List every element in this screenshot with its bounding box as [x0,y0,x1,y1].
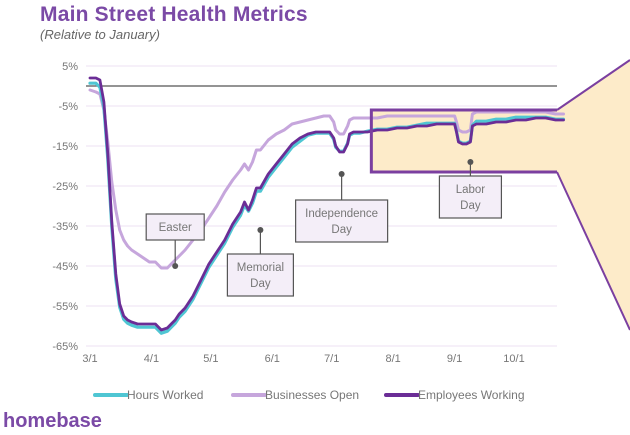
annotation-easter: Easter [145,213,205,269]
annotation-dot [257,227,264,233]
annotation-box [226,253,294,297]
y-tick-label: -15% [52,141,78,153]
series-line-employees-working [88,76,565,332]
annotation-dot [467,159,474,165]
annotation-label: Independence [305,208,378,220]
legend-item-businesses-open[interactable]: Businesses Open [231,388,359,402]
annotations: Easter Memorial Day Independence Day Labor Day [145,159,503,297]
callout-edge-top [556,59,630,111]
y-tick-label: -45% [52,261,78,273]
x-tick-label: 9/1 [447,353,462,365]
callout-edge-bottom [556,171,630,331]
annotation-label: Memorial [237,262,284,274]
x-tick-label: 6/1 [265,353,280,365]
annotation-label: Labor [456,184,486,196]
callout-fan [557,60,630,330]
annotation-independence-day: Independence Day [295,171,389,243]
y-tick-label: -25% [52,181,78,193]
legend-label: Hours Worked [127,388,203,402]
y-tick-label: -65% [52,341,78,353]
legend-item-hours-worked[interactable]: Hours Worked [93,388,203,402]
annotation-label: Day [460,200,481,212]
legend-item-employees-working[interactable]: Employees Working [384,388,525,402]
chart-title: Main Street Health Metrics [40,3,308,26]
y-tick-label: -5% [58,101,78,113]
annotation-memorial-day: Memorial Day [226,227,294,297]
y-tick-label: 5% [62,61,78,73]
x-tick-label: 7/1 [324,353,339,365]
legend-label: Businesses Open [265,388,359,402]
annotation-label: Day [250,278,271,290]
chart-subtitle: (Relative to January) [40,27,160,42]
x-tick-label: 4/1 [144,353,159,365]
y-axis-ticks: 5% -5% -15% -25% -35% -45% -55% -65% [52,61,78,353]
y-tick-label: -35% [52,221,78,233]
annotation-labor-day: Labor Day [438,159,503,219]
highlight-border [369,108,557,174]
annotation-box [295,199,389,243]
homebase-logo: homebase [3,410,102,432]
highlight-box-border [369,108,557,174]
x-axis-ticks: 3/1 4/1 5/1 6/1 7/1 8/1 9/1 10/1 [82,353,524,365]
annotation-label: Easter [159,222,192,234]
annotation-box [438,175,503,219]
legend-label: Employees Working [418,388,525,402]
y-tick-label: -55% [52,301,78,313]
x-tick-label: 10/1 [503,353,524,365]
x-tick-label: 5/1 [203,353,218,365]
annotation-dot [338,171,345,177]
annotation-box [145,213,205,241]
x-tick-label: 3/1 [82,353,97,365]
x-tick-label: 8/1 [385,353,400,365]
zoom-callout [556,59,630,331]
series-lines [88,76,566,335]
annotation-dot [172,263,179,269]
series-line-businesses-open [88,88,565,270]
legend: Hours Worked Businesses Open Employees Wor… [93,388,525,402]
annotation-label: Day [331,224,352,236]
